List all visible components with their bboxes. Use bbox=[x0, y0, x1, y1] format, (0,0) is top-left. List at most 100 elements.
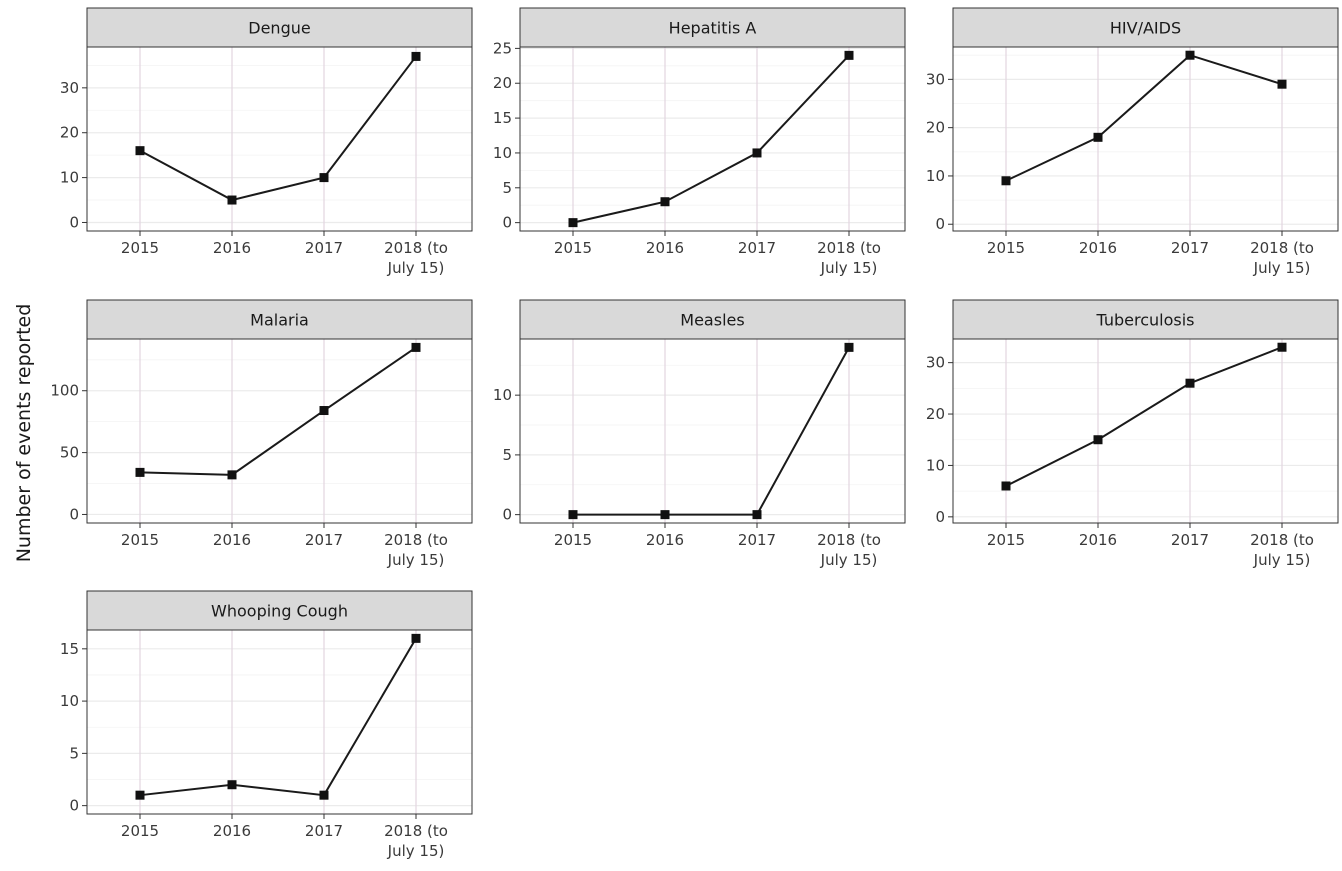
strip-hepatitis-a bbox=[519, 7, 906, 48]
panel-hepatitis-a: Hepatitis A 0 5 10 15 20 25 2015 2016 2017 2018 (t… bbox=[493, 7, 906, 277]
x-tick-label: 2016 bbox=[1079, 239, 1117, 257]
x-tick-label: July 15) bbox=[387, 259, 445, 277]
x-tick-label: 2017 bbox=[305, 822, 343, 840]
panel-border bbox=[952, 46, 1339, 232]
x-tick-label: 2015 bbox=[121, 531, 159, 549]
y-tick-label: 0 bbox=[935, 508, 945, 526]
data-point bbox=[660, 197, 670, 207]
data-point bbox=[568, 510, 578, 520]
x-tick-label: 2016 bbox=[646, 239, 684, 257]
data-point bbox=[227, 780, 237, 790]
x-tick-label: 2018 (to bbox=[384, 531, 448, 549]
series-line-hiv-aids bbox=[1005, 54, 1283, 182]
data-point bbox=[319, 173, 329, 183]
strip-hiv-aids bbox=[952, 7, 1339, 48]
y-tick-label: 0 bbox=[69, 797, 79, 815]
x-tick-label: 2018 (to bbox=[817, 531, 881, 549]
data-point bbox=[411, 51, 421, 61]
data-point bbox=[844, 50, 854, 60]
x-tick-label: 2017 bbox=[305, 239, 343, 257]
strip-label-tuberculosis: Tuberculosis bbox=[1096, 311, 1195, 330]
y-tick-label: 10 bbox=[493, 144, 512, 162]
strip-dengue bbox=[86, 7, 473, 48]
plot-area-hiv-aids bbox=[952, 46, 1339, 232]
panel-border bbox=[86, 629, 473, 815]
panel-border bbox=[86, 338, 473, 524]
x-tick-label: 2016 bbox=[646, 531, 684, 549]
y-tick-label: 5 bbox=[502, 446, 512, 464]
x-tick-label: 2015 bbox=[121, 239, 159, 257]
y-tick-label: 0 bbox=[502, 214, 512, 232]
data-point bbox=[319, 406, 329, 416]
x-tick-label: 2017 bbox=[305, 531, 343, 549]
y-tick-label: 20 bbox=[926, 119, 945, 137]
series-line-tuberculosis bbox=[1005, 346, 1283, 487]
x-tick-label: 2018 (to bbox=[1250, 239, 1314, 257]
y-tick-label: 0 bbox=[502, 506, 512, 524]
series-line-dengue bbox=[139, 55, 417, 202]
data-point bbox=[752, 510, 762, 520]
data-point bbox=[568, 218, 578, 228]
data-point bbox=[135, 467, 145, 477]
y-tick-label: 30 bbox=[926, 354, 945, 372]
y-tick-label: 0 bbox=[69, 213, 79, 231]
x-tick-label: July 15) bbox=[387, 551, 445, 569]
panel-tuberculosis: Tuberculosis 0 10 20 30 2015 2016 2017 2018 (to J… bbox=[926, 299, 1339, 569]
x-tick-label: 2015 bbox=[987, 531, 1025, 549]
panel-border bbox=[519, 46, 906, 232]
x-tick-label: 2015 bbox=[987, 239, 1025, 257]
x-tick-label: 2015 bbox=[554, 531, 592, 549]
y-tick-label: 20 bbox=[493, 74, 512, 92]
data-point bbox=[319, 790, 329, 800]
y-tick-label: 25 bbox=[493, 39, 512, 57]
series-line-hepatitis-a bbox=[572, 54, 850, 224]
x-tick-label: July 15) bbox=[820, 551, 878, 569]
x-tick-label: 2016 bbox=[213, 239, 251, 257]
y-tick-label: 10 bbox=[60, 692, 79, 710]
panel-hiv-aids: HIV/AIDS 0 10 20 30 2015 2016 2017 2018 (to July … bbox=[926, 7, 1339, 277]
y-tick-label: 20 bbox=[926, 405, 945, 423]
plot-area-whooping-cough bbox=[86, 629, 473, 815]
y-tick-label: 10 bbox=[926, 456, 945, 474]
data-point bbox=[1185, 50, 1195, 60]
data-point bbox=[1001, 481, 1011, 491]
data-point bbox=[660, 510, 670, 520]
series-line-measles bbox=[573, 346, 850, 516]
strip-malaria bbox=[86, 299, 473, 340]
y-tick-label: 5 bbox=[69, 744, 79, 762]
x-tick-label: 2015 bbox=[121, 822, 159, 840]
strip-whooping-cough bbox=[86, 590, 473, 631]
y-tick-label: 30 bbox=[60, 79, 79, 97]
panel-dengue: Dengue 0 10 20 30 2015 2016 2017 2018 (to July 15… bbox=[60, 7, 473, 277]
plot-area-measles bbox=[519, 338, 906, 524]
panel-whooping-cough: Whooping Cough 0 5 10 15 2015 2016 2017 2018 (to… bbox=[60, 590, 473, 860]
plot-area-hepatitis-a bbox=[519, 46, 906, 232]
x-tick-label: 2017 bbox=[1171, 531, 1209, 549]
data-point bbox=[1185, 378, 1195, 388]
y-tick-label: 50 bbox=[60, 444, 79, 462]
y-tick-label: 30 bbox=[926, 70, 945, 88]
data-point bbox=[844, 342, 854, 352]
y-tick-label: 0 bbox=[69, 505, 79, 523]
strip-label-hepatitis-a: Hepatitis A bbox=[669, 19, 757, 38]
data-point bbox=[1277, 342, 1287, 352]
series-line-malaria bbox=[139, 346, 417, 476]
x-tick-label: 2016 bbox=[213, 531, 251, 549]
strip-label-dengue: Dengue bbox=[248, 19, 310, 38]
panel-malaria: Malaria 0 50 100 2015 2016 2017 2018 (to July 15… bbox=[50, 299, 473, 569]
data-point bbox=[752, 148, 762, 158]
x-tick-label: 2018 (to bbox=[817, 239, 881, 257]
data-point bbox=[1093, 435, 1103, 445]
data-point bbox=[1001, 176, 1011, 186]
x-tick-label: 2018 (to bbox=[384, 822, 448, 840]
x-tick-label: 2016 bbox=[213, 822, 251, 840]
x-tick-label: July 15) bbox=[1253, 259, 1311, 277]
y-tick-label: 10 bbox=[926, 167, 945, 185]
data-point bbox=[1093, 132, 1103, 142]
y-tick-label: 100 bbox=[50, 382, 79, 400]
y-axis-title: Number of events reported bbox=[13, 304, 35, 563]
y-tick-label: 15 bbox=[493, 109, 512, 127]
x-tick-label: July 15) bbox=[1253, 551, 1311, 569]
